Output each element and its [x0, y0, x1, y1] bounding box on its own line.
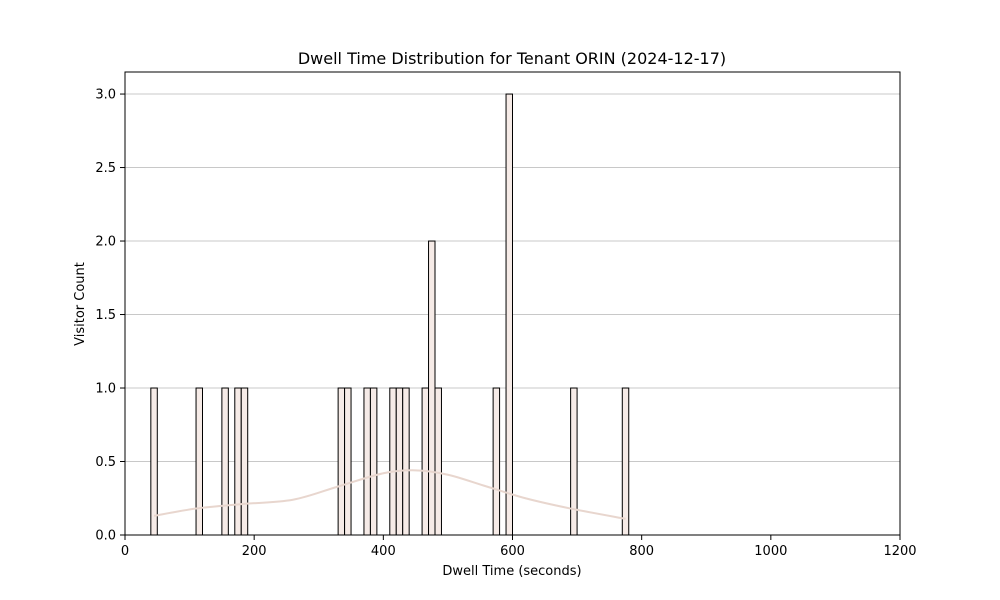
x-axis-label: Dwell Time (seconds)	[442, 564, 581, 579]
x-tick-label-3: 600	[500, 544, 525, 559]
y-axis-ticks: 0.0 0.5 1.0 1.5 2.0 2.5 3.0	[95, 88, 125, 544]
x-tick-label-0: 0	[121, 544, 129, 559]
x-tick-label-5: 1000	[754, 544, 787, 559]
histogram-bar-16	[505, 93, 513, 536]
kde-curve-line	[153, 469, 626, 520]
histogram-bar-17	[570, 387, 578, 536]
histogram-bar-7	[363, 387, 371, 536]
histogram-bar-0	[150, 387, 158, 536]
y-tick-label-1: 0.5	[95, 455, 116, 470]
histogram-bar-3	[234, 387, 242, 536]
y-axis-label: Visitor Count	[73, 262, 88, 346]
y-tick-label-6: 3.0	[95, 88, 116, 103]
histogram-bar-9	[389, 387, 397, 536]
histogram-bar-15	[492, 387, 501, 536]
x-tick-label-1: 200	[242, 544, 267, 559]
histogram-bar-6	[344, 387, 352, 536]
histogram-bar-5	[337, 387, 346, 536]
y-tick-label-5: 2.5	[95, 161, 116, 176]
chart-title: Dwell Time Distribution for Tenant ORIN …	[298, 49, 726, 68]
histogram-bar-8	[369, 387, 378, 536]
y-tick-label-3: 1.5	[95, 308, 116, 323]
histogram-bars	[150, 93, 630, 536]
histogram-bar-12	[421, 387, 430, 536]
histogram-bar-2	[221, 387, 229, 536]
x-tick-label-6: 1200	[883, 544, 916, 559]
histogram-bar-14	[434, 387, 442, 536]
x-axis-ticks: 0 200 400 600 800 1000 1200	[121, 535, 917, 559]
histogram-bar-18	[621, 387, 630, 536]
histogram-bar-13	[428, 240, 436, 536]
histogram-bar-11	[402, 387, 410, 536]
y-tick-label-0: 0.0	[95, 529, 116, 544]
x-tick-label-2: 400	[371, 544, 396, 559]
kde-curve-group	[153, 469, 626, 520]
y-tick-label-2: 1.0	[95, 382, 116, 397]
x-tick-label-4: 800	[629, 544, 654, 559]
y-tick-label-4: 2.0	[95, 235, 116, 250]
histogram-bar-1	[195, 387, 204, 536]
histogram-bar-10	[395, 387, 404, 536]
histogram-bar-4	[240, 387, 249, 536]
